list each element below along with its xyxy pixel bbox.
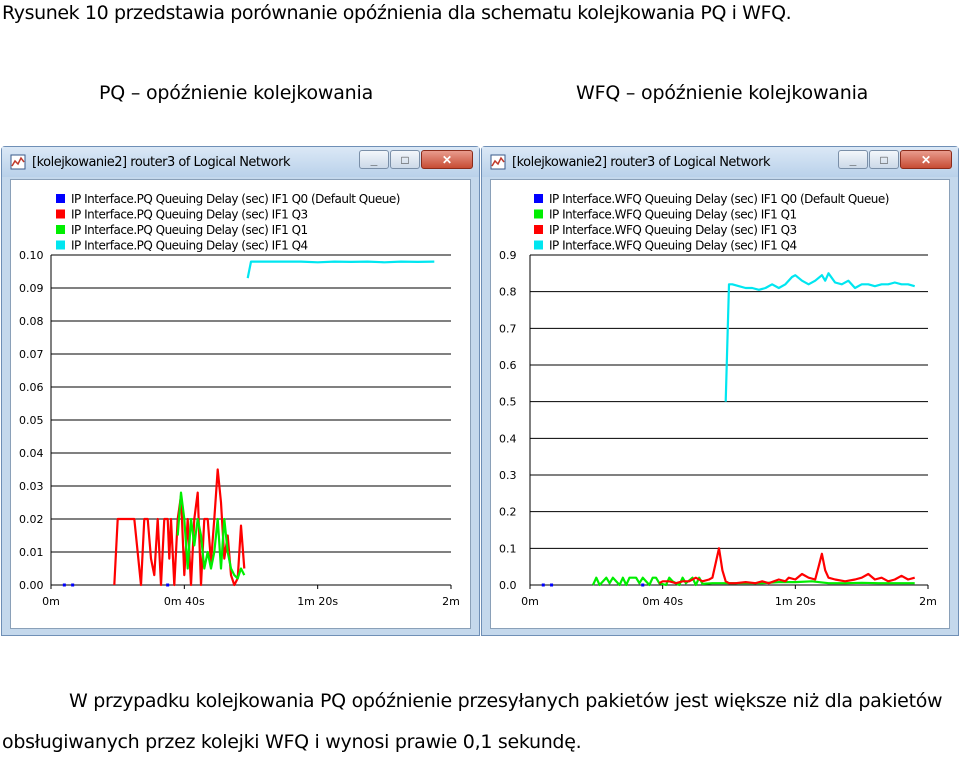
plot-area-wfq: IP Interface.WFQ Queuing Delay (sec) IF1… xyxy=(490,179,950,629)
y-tick-label: 0.02 xyxy=(19,513,44,526)
y-tick-label: 0.04 xyxy=(19,447,44,460)
y-tick-label: 0.5 xyxy=(499,396,517,409)
y-tick-label: 0.08 xyxy=(19,315,44,328)
x-tick-label: 1m 20s xyxy=(775,595,816,608)
window-titlebar[interactable]: [kolejkowanie2] router3 of Logical Netwo… xyxy=(482,147,958,177)
y-tick-label: 0.00 xyxy=(19,579,44,592)
legend-label: IP Interface.PQ Queuing Delay (sec) IF1 … xyxy=(71,208,308,222)
legend-label: IP Interface.WFQ Queuing Delay (sec) IF1… xyxy=(549,208,797,222)
y-tick-label: 0.03 xyxy=(19,480,44,493)
chart-window-wfq: [kolejkowanie2] router3 of Logical Netwo… xyxy=(481,146,959,636)
y-tick-label: 0.0 xyxy=(499,579,517,592)
legend-swatch xyxy=(56,194,65,203)
y-tick-label: 0.10 xyxy=(19,249,44,262)
app-icon xyxy=(490,154,506,170)
y-tick-label: 0.4 xyxy=(499,432,517,445)
legend-label: IP Interface.WFQ Queuing Delay (sec) IF1… xyxy=(549,192,889,206)
conclusion-line-2: obsługiwanych przez kolejki WFQ i wynosi… xyxy=(2,731,582,753)
y-tick-label: 0.6 xyxy=(499,359,517,372)
close-button[interactable]: ✕ xyxy=(421,150,473,169)
y-tick-label: 0.01 xyxy=(19,546,44,559)
y-tick-label: 0.9 xyxy=(499,249,517,262)
legend-swatch xyxy=(534,209,543,219)
legend-label: IP Interface.PQ Queuing Delay (sec) IF1 … xyxy=(71,192,400,206)
y-tick-label: 0.2 xyxy=(499,506,517,519)
legend-swatch xyxy=(56,209,65,219)
legend-swatch xyxy=(534,194,543,203)
y-tick-label: 0.07 xyxy=(19,348,44,361)
y-tick-label: 0.05 xyxy=(19,414,44,427)
y-tick-label: 0.06 xyxy=(19,381,44,394)
x-tick-label: 2m xyxy=(919,595,937,608)
data-point xyxy=(541,583,545,587)
window-title: [kolejkowanie2] router3 of Logical Netwo… xyxy=(512,155,770,170)
x-tick-label: 2m xyxy=(442,595,460,608)
legend-label: IP Interface.WFQ Queuing Delay (sec) IF1… xyxy=(549,239,797,253)
chart-pq: IP Interface.PQ Queuing Delay (sec) IF1 … xyxy=(19,192,460,608)
intro-text: Rysunek 10 przedstawia porównanie opóźni… xyxy=(2,2,792,24)
y-tick-label: 0.8 xyxy=(499,286,517,299)
series-line xyxy=(591,576,915,587)
legend-swatch xyxy=(534,240,543,250)
x-tick-label: 0m 40s xyxy=(642,595,683,608)
x-tick-label: 0m xyxy=(42,595,60,608)
data-point xyxy=(62,583,66,587)
minimize-button[interactable]: _ xyxy=(838,150,868,169)
data-point xyxy=(550,583,554,587)
plot-area-pq: IP Interface.PQ Queuing Delay (sec) IF1 … xyxy=(10,179,471,629)
caption-pq: PQ – opóźnienie kolejkowania xyxy=(99,82,374,104)
legend-label: IP Interface.PQ Queuing Delay (sec) IF1 … xyxy=(71,239,308,253)
x-tick-label: 0m 40s xyxy=(164,595,205,608)
chart-wfq: IP Interface.WFQ Queuing Delay (sec) IF1… xyxy=(499,192,937,608)
series-line xyxy=(658,547,915,585)
legend-label: IP Interface.WFQ Queuing Delay (sec) IF1… xyxy=(549,223,797,237)
maximize-button[interactable]: □ xyxy=(390,150,420,169)
maximize-button[interactable]: □ xyxy=(869,150,899,169)
x-tick-label: 1m 20s xyxy=(297,595,338,608)
y-tick-label: 0.1 xyxy=(499,542,517,555)
data-point xyxy=(71,583,75,587)
caption-wfq: WFQ – opóźnienie kolejkowania xyxy=(576,82,869,104)
close-button[interactable]: ✕ xyxy=(900,150,952,169)
y-tick-label: 0.7 xyxy=(499,322,517,335)
legend-swatch xyxy=(56,240,65,250)
series-line xyxy=(724,272,916,402)
legend-label: IP Interface.PQ Queuing Delay (sec) IF1 … xyxy=(71,223,308,237)
chart-window-pq: [kolejkowanie2] router3 of Logical Netwo… xyxy=(1,146,480,636)
x-tick-label: 0m xyxy=(521,595,539,608)
conclusion-line-1: W przypadku kolejkowania PQ opóźnienie p… xyxy=(69,690,943,712)
window-title: [kolejkowanie2] router3 of Logical Netwo… xyxy=(32,155,290,170)
y-tick-label: 0.09 xyxy=(19,282,44,295)
y-tick-label: 0.3 xyxy=(499,469,517,482)
window-titlebar[interactable]: [kolejkowanie2] router3 of Logical Netwo… xyxy=(2,147,479,177)
series-line xyxy=(176,491,246,580)
legend-swatch xyxy=(534,225,543,234)
series-line xyxy=(246,260,435,279)
data-point xyxy=(166,583,170,587)
legend-swatch xyxy=(56,225,65,234)
app-icon xyxy=(10,154,26,170)
data-point xyxy=(641,583,645,587)
minimize-button[interactable]: _ xyxy=(359,150,389,169)
